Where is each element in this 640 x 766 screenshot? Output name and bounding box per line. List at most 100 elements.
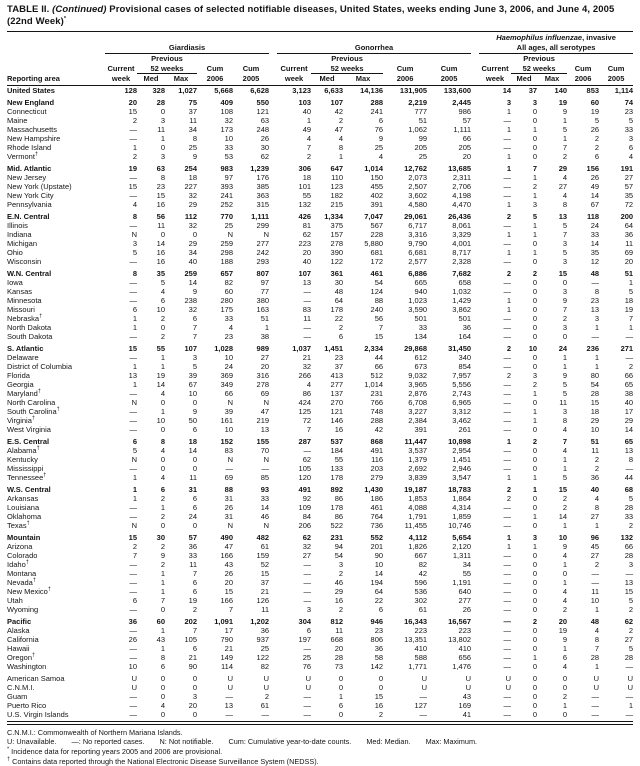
value-cell: 19 xyxy=(128,163,137,173)
value-cell: 5 xyxy=(562,124,568,134)
col-header-52weeks: 52 weeks xyxy=(137,63,197,75)
value-cell: 191 xyxy=(620,163,634,173)
value-cell: 84 xyxy=(302,511,312,521)
value-cell: 2 xyxy=(594,142,600,152)
value-cell: 48 xyxy=(590,268,600,278)
value-cell: 94 xyxy=(334,541,344,551)
value-cell: 1 xyxy=(628,700,634,710)
value-cell: 596 xyxy=(414,577,428,587)
value-cell: 32 xyxy=(224,115,233,125)
value-cell: 10 xyxy=(128,661,137,671)
spacer-cell xyxy=(269,95,277,107)
value-cell: 82 xyxy=(224,277,233,287)
value-cell: 1,859 xyxy=(452,511,472,521)
value-cell: 736 xyxy=(370,520,384,530)
spacer-cell xyxy=(269,332,277,341)
reporting-area-cell: Mid. Atlantic xyxy=(7,163,52,173)
value-cell: 62 xyxy=(302,229,312,239)
value-cell: 28 xyxy=(624,550,634,560)
value-cell: 4 xyxy=(160,700,165,710)
table-row: S. Atlantic 15 55 107 1,028 989 1,037 1,451 2,33… xyxy=(7,341,633,353)
value-cell: 0 xyxy=(160,604,165,614)
value-cell: 3,227 xyxy=(408,406,428,416)
value-cell: 7 xyxy=(378,322,384,332)
value-cell: 1,239 xyxy=(250,163,270,173)
value-cell: 52 xyxy=(260,559,270,569)
value-cell: 56 xyxy=(374,313,384,323)
col-header-previous: Previous xyxy=(523,54,555,64)
reporting-area-cell: Arizona xyxy=(7,541,33,551)
value-cell: — xyxy=(503,511,512,521)
value-cell: 33 xyxy=(260,493,270,503)
reporting-area-cell: Tennessee† xyxy=(7,472,47,482)
spacer-cell xyxy=(471,521,479,530)
value-cell: 42 xyxy=(374,424,384,434)
value-cell: 11 xyxy=(591,445,600,455)
reporting-area-cell: Iowa xyxy=(7,277,23,287)
spacer-cell xyxy=(471,248,479,257)
value-cell: — xyxy=(129,220,138,230)
value-cell: 201 xyxy=(370,541,384,551)
value-cell: 63 xyxy=(260,115,270,125)
value-cell: 0 xyxy=(532,673,538,683)
value-cell: 0 xyxy=(532,463,538,473)
reporting-area-cell: Idaho† xyxy=(7,559,29,569)
spacer-cell xyxy=(471,239,479,248)
value-cell: 1 xyxy=(264,322,270,332)
value-cell: 4 xyxy=(562,586,568,596)
value-cell: 178 xyxy=(330,472,344,482)
value-cell: 6 xyxy=(562,652,568,662)
value-cell: 157 xyxy=(330,229,344,239)
value-cell: 19 xyxy=(558,97,568,107)
value-cell: 0 xyxy=(532,304,538,314)
value-cell: — xyxy=(503,277,512,287)
value-cell: 807 xyxy=(256,268,270,278)
value-cell: 1 xyxy=(594,604,600,614)
value-cell: 9 xyxy=(160,550,165,560)
spacer-cell xyxy=(269,107,277,116)
value-cell: 5,668 xyxy=(214,85,233,95)
value-cell: 1 xyxy=(132,493,137,503)
spacer-cell xyxy=(471,542,479,551)
spacer-cell xyxy=(269,323,277,332)
table-row: Wisconsin — 16 40 188 293 40 122 172 2,577 2,328 — 0… xyxy=(7,257,633,266)
value-cell: 34 xyxy=(188,124,197,134)
notifiable-diseases-table: Giardiasis Gonorrhea Haemophilus influen… xyxy=(7,33,634,719)
spacer-cell xyxy=(269,398,277,407)
value-cell: 134 xyxy=(414,331,428,341)
spacer-cell xyxy=(471,494,479,503)
value-cell: 491 xyxy=(298,484,312,494)
spacer-cell xyxy=(269,569,277,578)
col-header-2005: 2005 xyxy=(599,73,634,86)
table-row: United States 128 328 1,027 5,668 6,628 3,123 6… xyxy=(7,85,633,95)
value-cell: — xyxy=(129,424,138,434)
value-cell: 161 xyxy=(220,415,233,425)
value-cell: 0 xyxy=(532,286,538,296)
value-cell: 1 xyxy=(562,352,568,362)
spacer-cell xyxy=(269,614,277,626)
table-row: Guam — 0 3 — 2 — 1 15 — 43 — 0 2 — — xyxy=(7,692,633,701)
value-cell: 1 xyxy=(532,172,538,182)
value-cell: 116 xyxy=(371,454,384,464)
value-cell: 90 xyxy=(374,550,384,560)
value-cell: 26 xyxy=(224,568,233,578)
value-cell: 72 xyxy=(302,415,312,425)
value-cell: 82 xyxy=(260,661,270,671)
spacer-cell xyxy=(471,626,479,635)
value-cell: 2 xyxy=(378,709,384,719)
value-cell: 316 xyxy=(256,370,270,380)
value-cell: 28 xyxy=(334,652,344,662)
value-cell: 23 xyxy=(334,352,344,362)
value-cell: 0 xyxy=(160,673,165,683)
value-cell: 7,682 xyxy=(452,268,472,278)
value-cell: 2 xyxy=(628,520,634,530)
col-header-med: Med xyxy=(137,73,165,86)
value-cell: 25 xyxy=(260,643,270,653)
value-cell: 241 xyxy=(370,106,384,116)
value-cell: 46 xyxy=(334,577,344,587)
spacer-cell xyxy=(471,371,479,380)
value-cell: — xyxy=(503,133,512,143)
value-cell: 0 xyxy=(562,673,568,683)
value-cell: 43 xyxy=(462,691,472,701)
